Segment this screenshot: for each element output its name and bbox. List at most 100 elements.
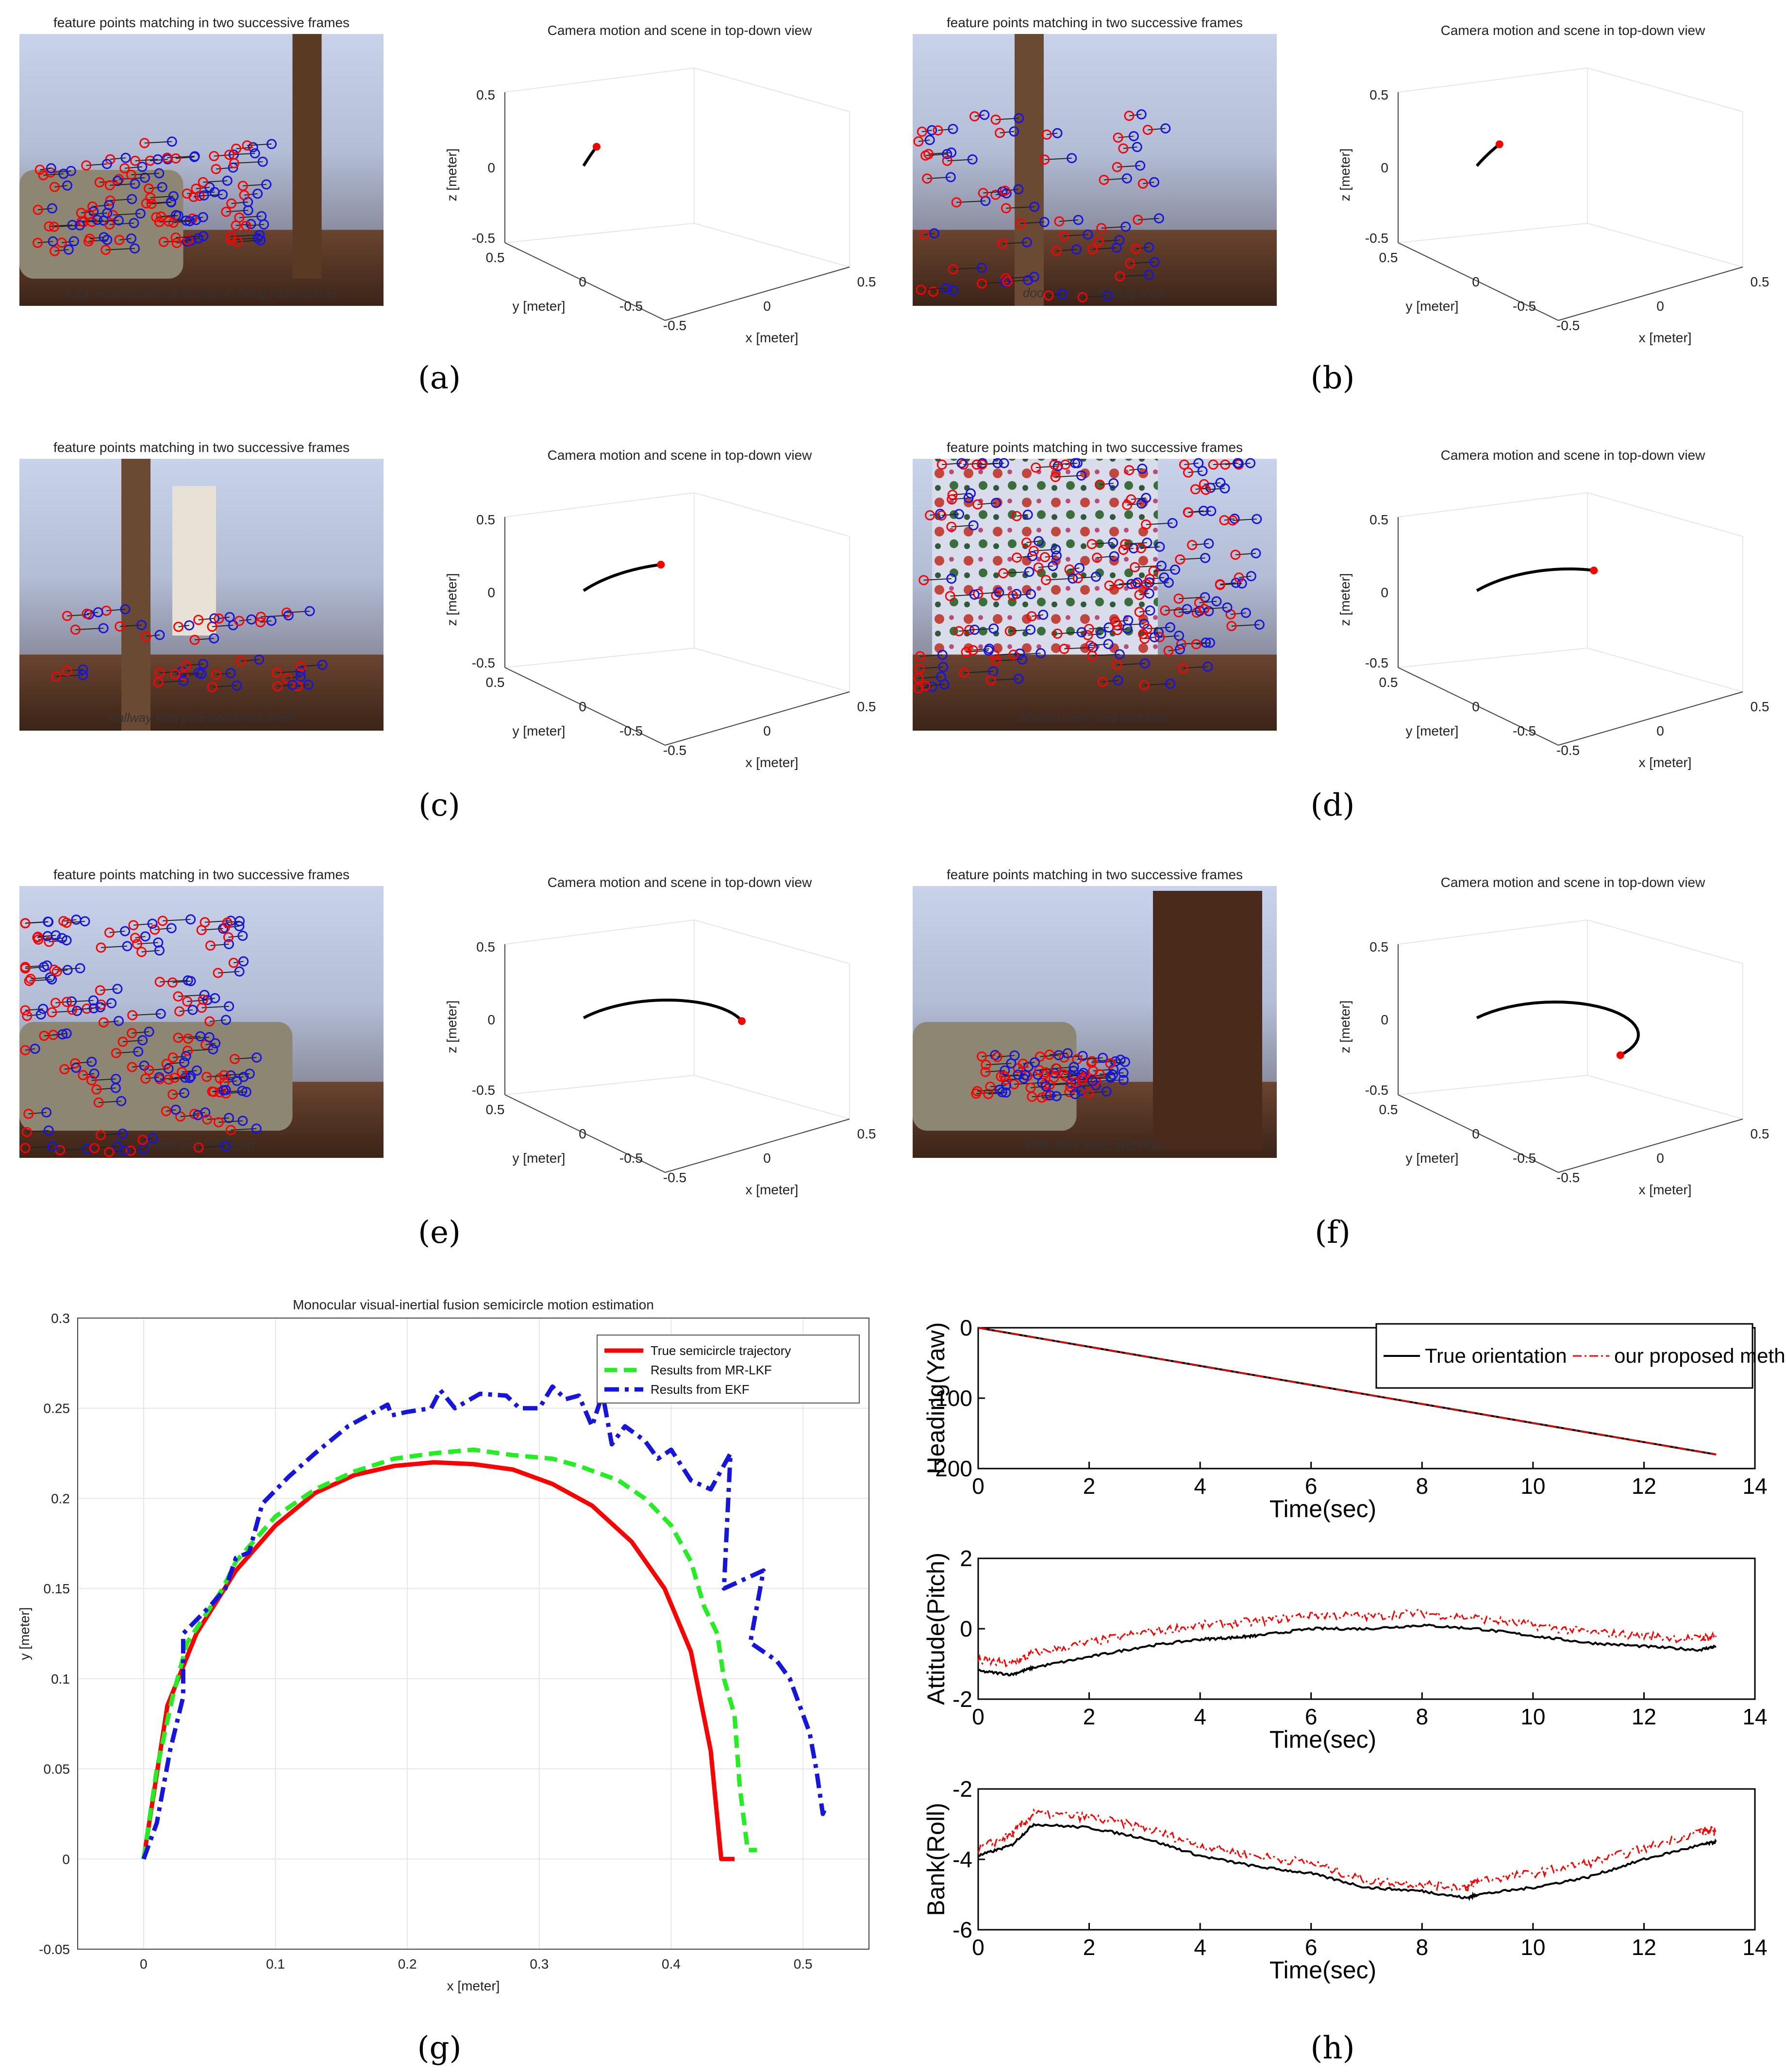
match-line [43,173,64,176]
feature-point-curr [1111,242,1122,253]
feature-point-curr [945,172,956,183]
x-axis-label: x [meter] [1639,1182,1692,1197]
feature-point-prev [1043,290,1054,301]
match-line [173,220,190,223]
feature-point-curr [106,998,117,1008]
match-line [25,1008,43,1011]
feature-point-prev [933,125,943,136]
feature-point-curr [1246,571,1256,582]
match-line [135,936,146,938]
feature-point-prev [49,221,59,232]
feature-point-prev [928,286,939,297]
feature-point-curr [1145,605,1155,616]
feature-point-curr [1182,604,1192,615]
feature-point-prev [1113,132,1123,143]
feature-point-prev [990,655,1001,666]
x-axis-label: x [meter] [746,1182,799,1197]
feature-point-curr [80,916,90,927]
y-tick-label: 0.5 [1379,675,1398,690]
feature-point-curr [167,136,177,147]
chart-title: Monocular visual-inertial fusion semicir… [293,1297,654,1312]
camera-trajectory [583,563,661,592]
feature-point-prev [173,621,184,632]
y-tick-label: 0.2 [51,1491,70,1506]
match-line [300,664,323,667]
x-tick-label: 6 [1305,1935,1318,1960]
feature-point-curr [1201,637,1211,648]
feature-point-curr [163,1063,174,1074]
feature-point-curr [1165,622,1176,633]
match-line [1032,1095,1051,1098]
feature-point-curr [209,613,220,624]
feature-point-curr [1030,1057,1040,1068]
feature-point-curr [135,208,146,219]
feature-point-prev [96,942,106,953]
photo-door-frame [1015,34,1044,306]
x-tick-label: 10 [1520,1704,1545,1729]
feature-point-prev [978,188,988,199]
feature-point-curr [47,203,57,214]
feature-point-prev [84,234,95,244]
feature-point-curr [1057,289,1068,300]
feature-point-curr [295,671,306,682]
feature-point-prev [936,510,947,521]
feature-point-curr [1053,1050,1064,1060]
feature-point-prev [93,1097,104,1108]
feature-point-prev [1130,562,1140,572]
feature-point-prev [1001,203,1011,214]
match-line [154,927,172,930]
feature-point-prev [948,264,958,275]
feature-point-curr [194,668,204,678]
z-tick-label: 0 [487,585,495,600]
match-line [110,199,132,201]
match-line [246,224,264,227]
feature-point-prev [913,683,924,694]
match-line [244,193,258,196]
feature-point-curr [237,931,248,941]
match-line [25,966,44,969]
feature-point-curr [139,172,150,183]
feature-point-prev [141,198,151,209]
feature-point-curr [1051,1091,1062,1102]
feature-point-prev [1190,484,1201,495]
series-line-2 [977,1808,1717,1892]
feature-point-curr [1229,514,1240,524]
feature-point-prev [130,155,141,166]
match-line [1168,649,1180,652]
feature-point-curr [138,1144,149,1154]
feature-point-prev [62,997,72,1007]
feature-point-curr [183,975,193,986]
feature-point-curr [927,682,937,692]
x-tick-label: 4 [1194,1935,1206,1960]
match-line [1239,575,1252,578]
feature-point-curr [1204,637,1215,648]
feature-point-curr [1013,1069,1023,1080]
feature-point-prev [1187,540,1198,551]
feature-point-prev [137,1135,148,1145]
match-line [106,609,125,611]
feature-point-prev [1034,1065,1045,1075]
feature-point-prev [1064,564,1075,575]
feature-point-prev [1041,129,1052,140]
x-tick-label: 0.5 [1751,274,1769,289]
feature-point-curr [259,219,269,230]
feature-point-prev [913,673,924,684]
match-line [1097,555,1115,558]
x-tick-label: 0.5 [1751,1126,1769,1141]
feature-point-curr [935,508,946,519]
feature-point-curr [1135,160,1146,171]
feature-point-curr [1027,551,1038,561]
feature-point-prev [158,236,169,247]
feature-point-prev [981,1059,991,1070]
feature-point-prev [229,158,240,168]
feature-point-prev [1050,471,1061,482]
feature-point-prev [1039,154,1050,165]
feature-point-prev [1064,1087,1075,1098]
match-line [1053,1076,1073,1079]
match-line [1127,503,1142,506]
match-line [241,659,259,662]
photo-title: feature points matching in two successiv… [53,867,350,882]
feature-point-prev [969,111,980,122]
feature-point-curr [1052,128,1063,138]
z-tick-label: 0.5 [1369,87,1388,102]
